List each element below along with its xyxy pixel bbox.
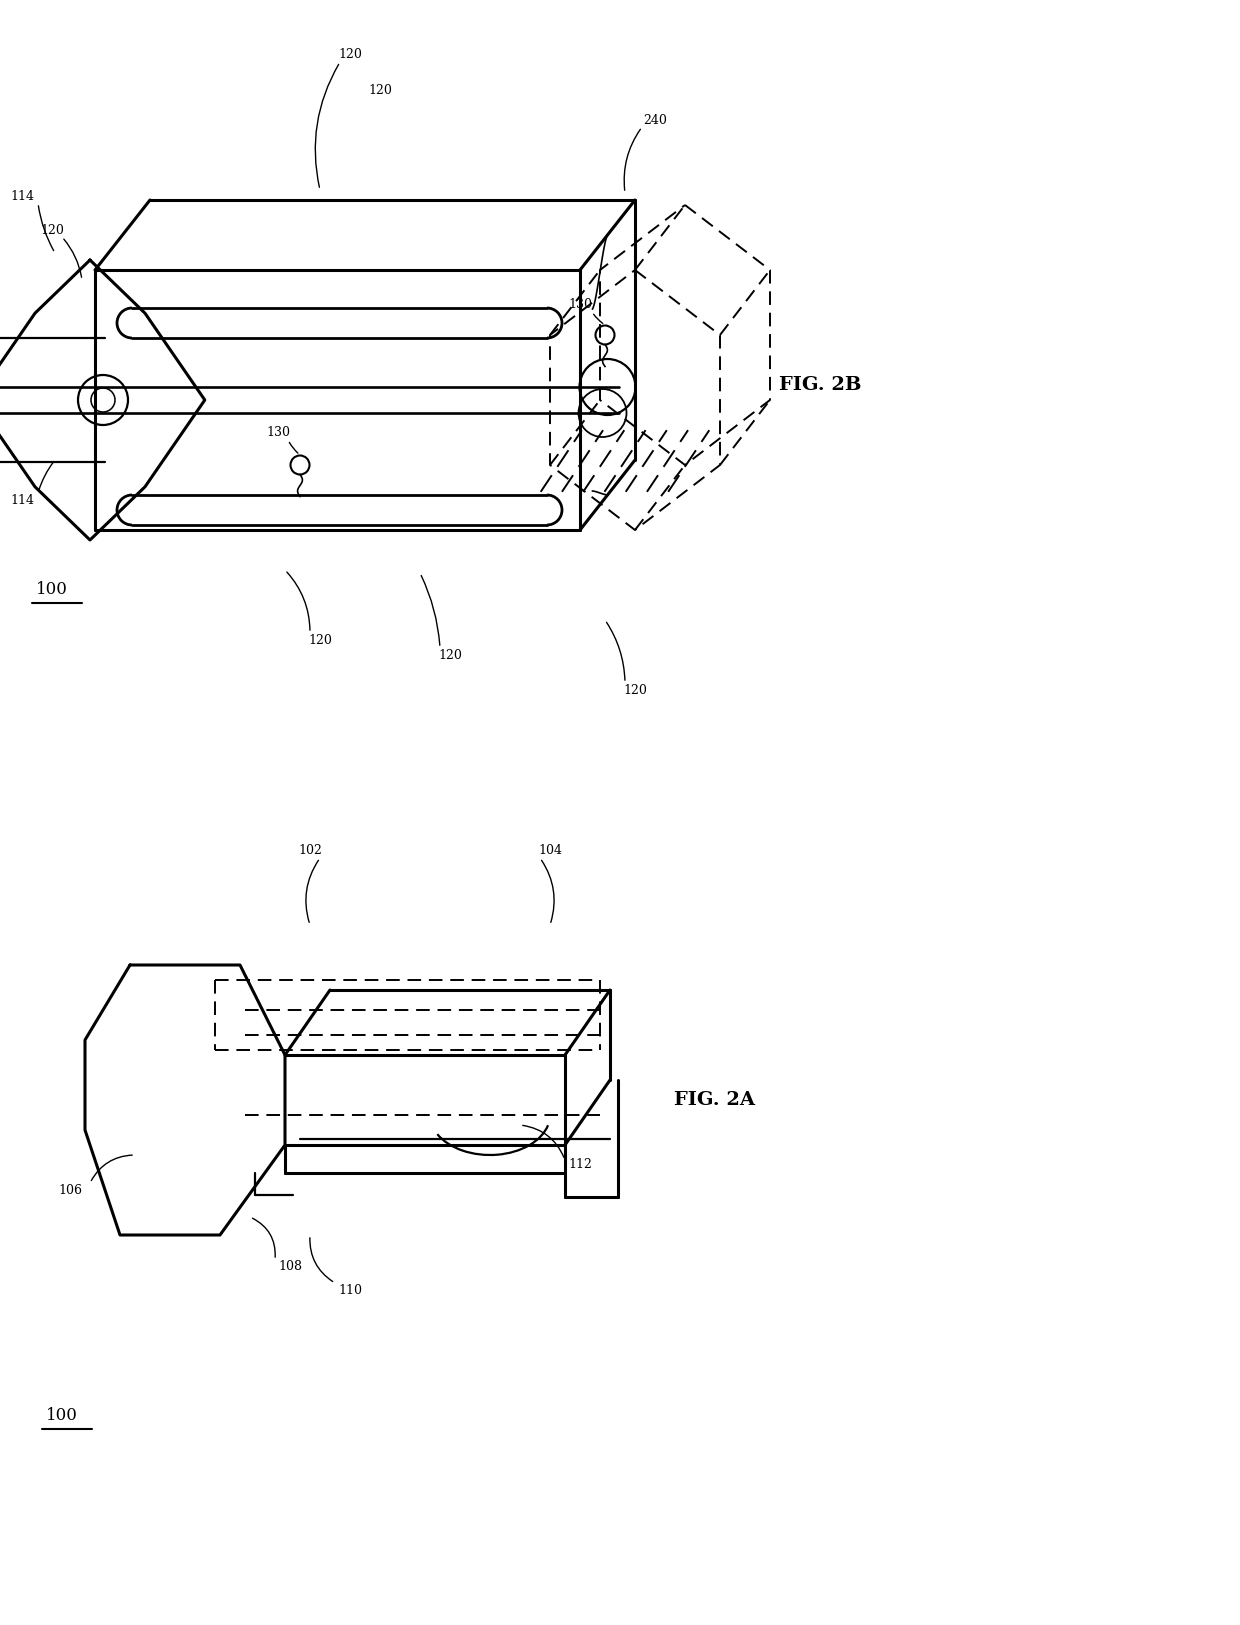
Text: FIG. 2A: FIG. 2A <box>675 1090 755 1108</box>
Text: 130: 130 <box>267 426 290 439</box>
Text: 114: 114 <box>10 494 33 507</box>
Text: 120: 120 <box>339 49 362 62</box>
Text: 100: 100 <box>36 582 68 598</box>
Text: 110: 110 <box>339 1284 362 1297</box>
Text: 120: 120 <box>622 684 647 697</box>
Text: 114: 114 <box>10 190 33 203</box>
Text: 100: 100 <box>46 1407 78 1424</box>
Text: FIG. 2B: FIG. 2B <box>779 375 862 393</box>
Text: 130: 130 <box>568 299 591 312</box>
Text: 112: 112 <box>568 1159 591 1172</box>
Text: 108: 108 <box>278 1261 303 1274</box>
Text: 102: 102 <box>298 843 322 856</box>
Text: 120: 120 <box>308 634 332 647</box>
Text: 120: 120 <box>368 83 392 96</box>
Text: 106: 106 <box>58 1183 82 1196</box>
Text: 120: 120 <box>438 648 463 661</box>
Text: 240: 240 <box>644 114 667 127</box>
Text: 104: 104 <box>538 843 562 856</box>
Text: 120: 120 <box>40 224 64 237</box>
